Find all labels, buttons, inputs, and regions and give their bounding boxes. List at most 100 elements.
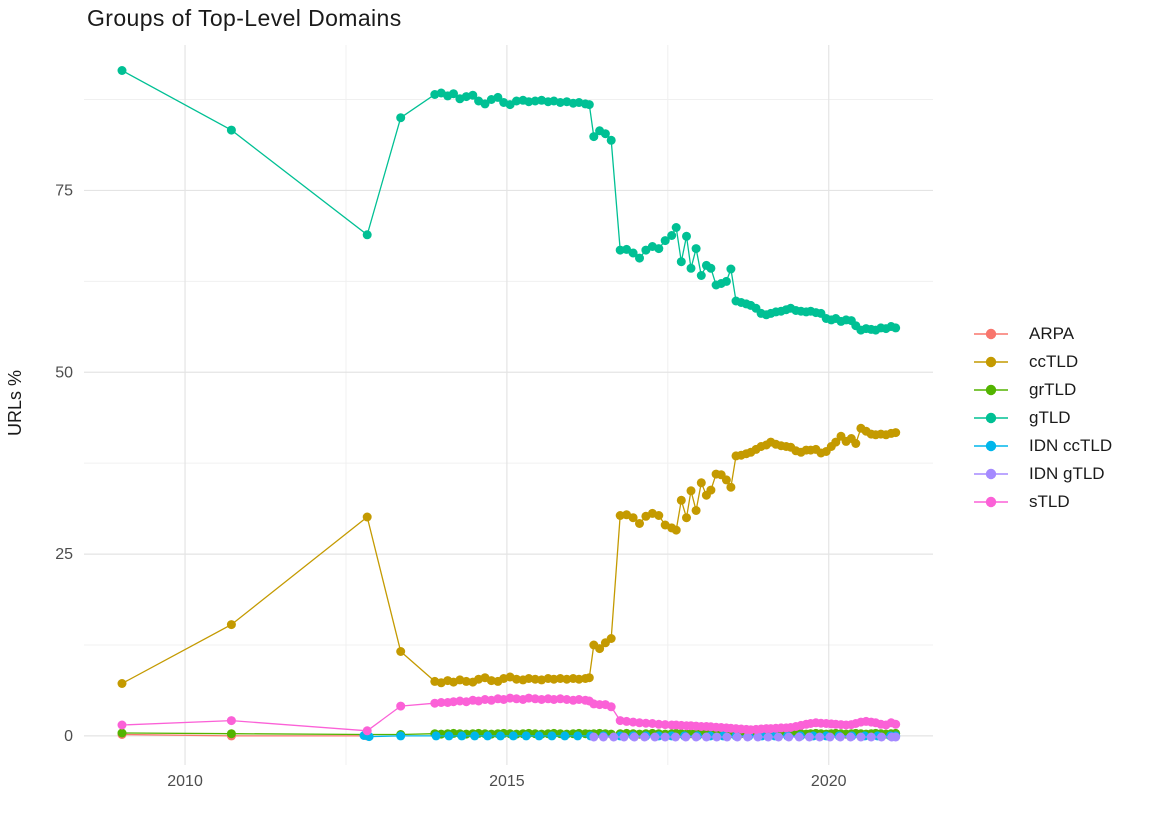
legend-key-icon <box>974 356 1008 368</box>
series-point-IDN-gTLD <box>846 732 856 742</box>
series-point-ccTLD <box>461 676 471 686</box>
series-point-IDN-ccTLD <box>573 731 583 741</box>
series-point-sTLD <box>117 720 127 730</box>
series-point-gTLD <box>117 66 127 75</box>
series-point-gTLD <box>449 89 458 99</box>
legend-item-sTLD: sTLD <box>973 488 1112 516</box>
series-point-gTLD <box>512 96 521 106</box>
series-point-ccTLD <box>555 674 565 683</box>
series-point-ccTLD <box>584 673 594 683</box>
series-point-gTLD <box>691 244 701 254</box>
series-point-ccTLD <box>851 439 861 448</box>
series-point-IDN-gTLD <box>835 732 845 742</box>
series-point-ccTLD <box>512 674 521 684</box>
legend-label: ccTLD <box>1029 352 1079 371</box>
series-point-gTLD <box>696 271 706 280</box>
series-point-gTLD <box>226 125 236 135</box>
series-point-gTLD <box>654 244 664 254</box>
series-point-sTLD <box>436 698 446 707</box>
series-point-IDN-ccTLD <box>431 731 441 741</box>
series-point-IDN-ccTLD <box>508 731 518 741</box>
series-point-ccTLD <box>696 478 706 488</box>
series-point-gTLD <box>726 264 736 274</box>
series-point-IDN-gTLD <box>815 732 825 742</box>
series-point-gTLD <box>667 231 677 240</box>
series-point-IDN-gTLD <box>660 732 670 742</box>
y-tick-label: 25 <box>55 546 73 563</box>
series-point-ccTLD <box>676 495 686 505</box>
series-point-ccTLD <box>691 506 701 515</box>
series-point-ccTLD <box>721 475 731 485</box>
x-tick-label: 2020 <box>811 773 847 790</box>
series-point-ccTLD <box>726 482 736 492</box>
series-point-IDN-gTLD <box>701 732 711 742</box>
series-line-gTLD <box>121 69 896 331</box>
legend-key-icon <box>974 412 1008 424</box>
series-point-IDN-gTLD <box>589 732 599 742</box>
series-point-gTLD <box>600 129 610 139</box>
series-point-sTLD <box>606 702 616 712</box>
series-point-IDN-gTLD <box>629 732 639 742</box>
series-point-IDN-gTLD <box>671 732 680 742</box>
series-point-gTLD <box>584 100 594 110</box>
series-point-gTLD <box>635 253 644 263</box>
series-point-IDN-ccTLD <box>496 731 505 741</box>
series-point-ccTLD <box>891 428 901 438</box>
legend-item-ccTLD: ccTLD <box>973 348 1112 376</box>
x-tick-label: 2015 <box>489 773 525 790</box>
series-point-gTLD <box>686 263 696 273</box>
series-point-sTLD <box>660 720 670 730</box>
legend: ARPA ccTLD grTLD gTLD IDN ccTLD IDN gTLD sTLD <box>973 320 1112 516</box>
series-point-IDN-gTLD <box>753 732 763 742</box>
series-point-IDN-ccTLD <box>396 731 406 741</box>
legend-label: ARPA <box>1029 324 1075 343</box>
series-point-grTLD <box>117 728 127 738</box>
series-point-sTLD <box>622 716 632 726</box>
series-point-IDN-gTLD <box>619 732 629 742</box>
series-point-IDN-gTLD <box>712 732 722 742</box>
series-point-IDN-gTLD <box>640 732 650 742</box>
legend-label: IDN ccTLD <box>1029 436 1113 455</box>
plot-title: Groups of Top-Level Domains <box>87 5 402 31</box>
legend-label: sTLD <box>1029 492 1070 511</box>
series-point-ccTLD <box>831 437 841 447</box>
legend-key-icon <box>974 384 1008 396</box>
series-point-IDN-ccTLD <box>534 731 544 741</box>
series-point-gTLD <box>606 135 616 145</box>
series-point-IDN-gTLD <box>691 732 701 742</box>
series-point-IDN-gTLD <box>856 732 866 742</box>
y-tick-label: 50 <box>55 364 73 381</box>
series-point-IDN-gTLD <box>804 732 814 742</box>
series-point-gTLD <box>468 90 478 100</box>
legend-label: IDN gTLD <box>1029 464 1105 483</box>
series-point-gTLD <box>671 223 681 232</box>
legend-key-icon <box>974 496 1008 508</box>
series-point-IDN-gTLD <box>794 732 804 742</box>
series-point-sTLD <box>396 701 406 711</box>
series-point-sTLD <box>362 726 372 736</box>
series-point-ccTLD <box>606 634 616 643</box>
series-point-IDN-gTLD <box>732 732 742 742</box>
series-point-IDN-ccTLD <box>470 731 480 741</box>
series-point-sTLD <box>512 694 521 704</box>
series-point-IDN-gTLD <box>609 732 619 742</box>
series-point-sTLD <box>654 719 664 729</box>
series-point-gTLD <box>362 230 372 240</box>
series-point-IDN-gTLD <box>650 732 660 742</box>
legend-item-IDN-gTLD: IDN gTLD <box>973 460 1112 488</box>
series-point-IDN-gTLD <box>877 732 886 742</box>
series-point-gTLD <box>493 92 503 102</box>
series-point-gTLD <box>589 132 599 142</box>
series-point-sTLD <box>555 694 565 704</box>
series-point-ccTLD <box>595 644 605 654</box>
legend-label: gTLD <box>1029 408 1071 427</box>
series-point-IDN-gTLD <box>722 732 732 742</box>
series-point-gTLD <box>676 257 686 267</box>
series-point-ccTLD <box>226 620 236 630</box>
series-point-sTLD <box>226 716 236 726</box>
legend-label: grTLD <box>1029 380 1077 399</box>
series-point-IDN-ccTLD <box>483 731 493 741</box>
series-point-IDN-ccTLD <box>444 731 454 741</box>
